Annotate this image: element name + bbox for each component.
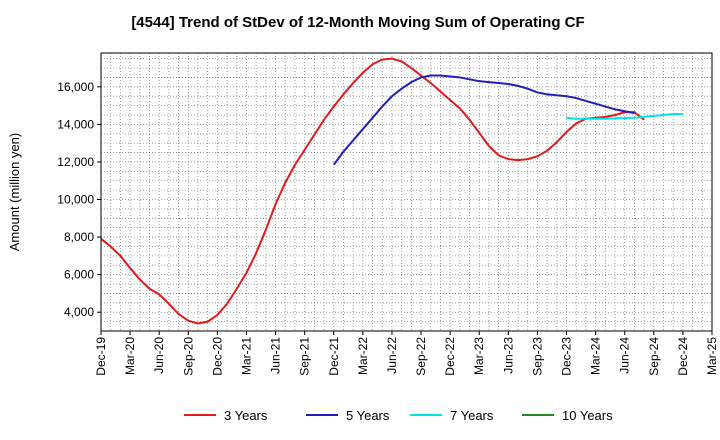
x-tick-label: Sep-22 — [414, 337, 428, 376]
x-tick-label: Dec-21 — [327, 337, 341, 376]
x-tick-label: Dec-20 — [210, 337, 224, 376]
legend-label: 5 Years — [346, 408, 390, 423]
legend-label: 10 Years — [562, 408, 613, 423]
series-lines — [100, 57, 683, 325]
y-tick-label: 14,000 — [57, 117, 94, 131]
series-line-7-years — [566, 113, 683, 120]
y-tick-label: 12,000 — [57, 155, 94, 169]
plot-area — [101, 53, 712, 331]
x-tick-label: Dec-19 — [94, 337, 108, 376]
x-tick-label: Mar-20 — [123, 337, 137, 375]
legend-label: 3 Years — [224, 408, 268, 423]
x-tick-label: Dec-23 — [560, 337, 574, 376]
series-line-5-years — [332, 74, 635, 166]
x-tick-label: Jun-23 — [501, 337, 515, 374]
x-tick-label: Dec-24 — [676, 337, 690, 376]
legend: 3 Years 5 Years 7 Years 10 Years — [184, 408, 613, 423]
x-tick-label: Mar-22 — [356, 337, 370, 375]
x-tick-label: Sep-23 — [530, 337, 544, 376]
chart-title: [4544] Trend of StDev of 12-Month Moving… — [131, 14, 584, 31]
series-line-3-years — [100, 57, 645, 325]
y-axis-ticks: 4,000 6,000 8,000 10,000 12,000 14,000 16,000 — [57, 80, 101, 319]
x-axis-ticks: Dec-19 Mar-20 Jun-20 Sep-20 Dec-20 Mar-21 Jun-… — [94, 331, 719, 376]
x-tick-label: Mar-23 — [472, 337, 486, 375]
x-tick-label: Jun-20 — [152, 337, 166, 374]
x-tick-label: Sep-20 — [181, 337, 195, 376]
x-tick-label: Dec-22 — [443, 337, 457, 376]
x-tick-label: Mar-24 — [589, 337, 603, 375]
x-tick-label: Jun-24 — [618, 337, 632, 374]
y-axis-label: Amount (million yen) — [7, 133, 22, 252]
x-tick-label: Mar-25 — [705, 337, 719, 375]
gridlines — [101, 53, 712, 332]
y-tick-label: 4,000 — [64, 305, 94, 319]
y-tick-label: 10,000 — [57, 193, 94, 207]
x-tick-label: Sep-21 — [298, 337, 312, 376]
y-tick-label: 6,000 — [64, 268, 94, 282]
x-tick-label: Sep-24 — [647, 337, 661, 376]
x-tick-label: Mar-21 — [239, 337, 253, 375]
plot-frame — [100, 52, 713, 332]
y-tick-label: 16,000 — [57, 80, 94, 94]
legend-label: 7 Years — [450, 408, 494, 423]
x-tick-label: Jun-22 — [385, 337, 399, 374]
y-tick-label: 8,000 — [64, 230, 94, 244]
x-tick-label: Jun-21 — [269, 337, 283, 374]
